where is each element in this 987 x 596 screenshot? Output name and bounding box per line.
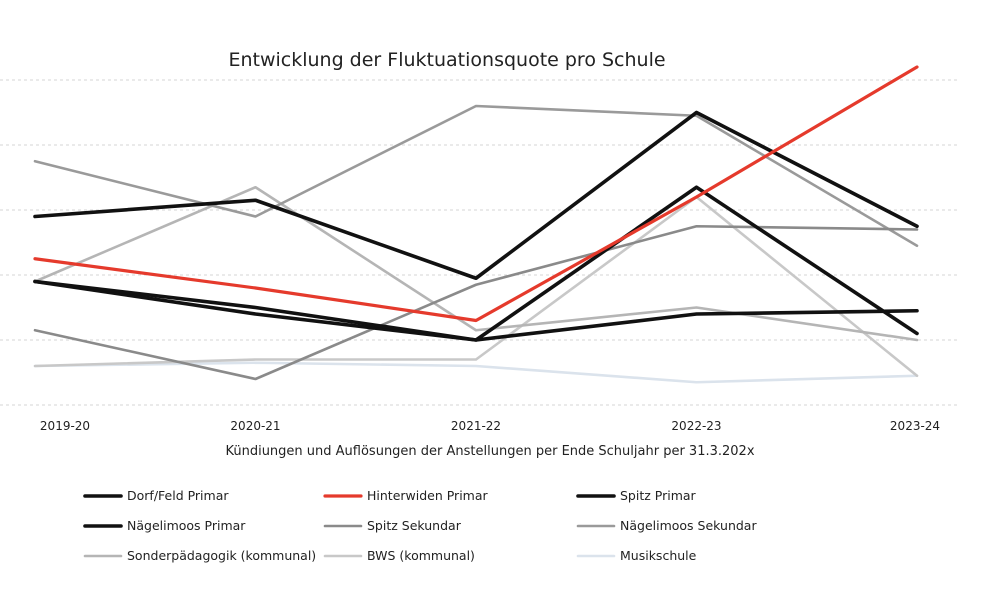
legend-label-naegelimoos-sekundar: Nägelimoos Sekundar [620, 518, 757, 533]
series-line-sonderpaedagogik-kommunal [33, 185, 919, 342]
x-tick-label: 2021-22 [451, 419, 501, 433]
legend-label-musikschule: Musikschule [620, 548, 697, 563]
chart-title: Entwicklung der Fluktuationsquote pro Sc… [228, 49, 665, 71]
legend: Dorf/Feld Primar Hinterwiden Primar Spitz … [83, 488, 757, 563]
series-line-hinterwiden-primar [33, 65, 919, 323]
legend-label-bws-kommunal: BWS (kommunal) [367, 548, 475, 563]
legend-label-spitz-primar: Spitz Primar [620, 488, 697, 503]
series-line-spitz-primar [33, 110, 919, 281]
legend-label-naegelimoos-primar: Nägelimoos Primar [127, 518, 246, 533]
legend-label-sonderpaedagogik-kommunal: Sonderpädagogik (kommunal) [127, 548, 316, 563]
x-axis-label: Kündiungen und Auflösungen der Anstellun… [225, 444, 754, 459]
series-line-naegelimoos-sekundar [33, 104, 919, 248]
series-line-spitz-sekundar [33, 224, 919, 381]
series-line-musikschule [33, 361, 919, 384]
x-tick-label: 2020-21 [230, 419, 280, 433]
x-tick-label: 2023-24 [890, 419, 940, 433]
legend-label-hinterwiden-primar: Hinterwiden Primar [367, 488, 489, 503]
x-axis-ticks: 2019-20 2020-21 2021-22 2022-23 2023-24 [40, 419, 940, 433]
series-line-dorf-feld-primar [33, 279, 919, 342]
x-tick-label: 2022-23 [671, 419, 721, 433]
series-lines [33, 65, 919, 384]
x-tick-label: 2019-20 [40, 419, 90, 433]
legend-label-dorf-feld-primar: Dorf/Feld Primar [127, 488, 229, 503]
legend-label-spitz-sekundar: Spitz Sekundar [367, 518, 462, 533]
